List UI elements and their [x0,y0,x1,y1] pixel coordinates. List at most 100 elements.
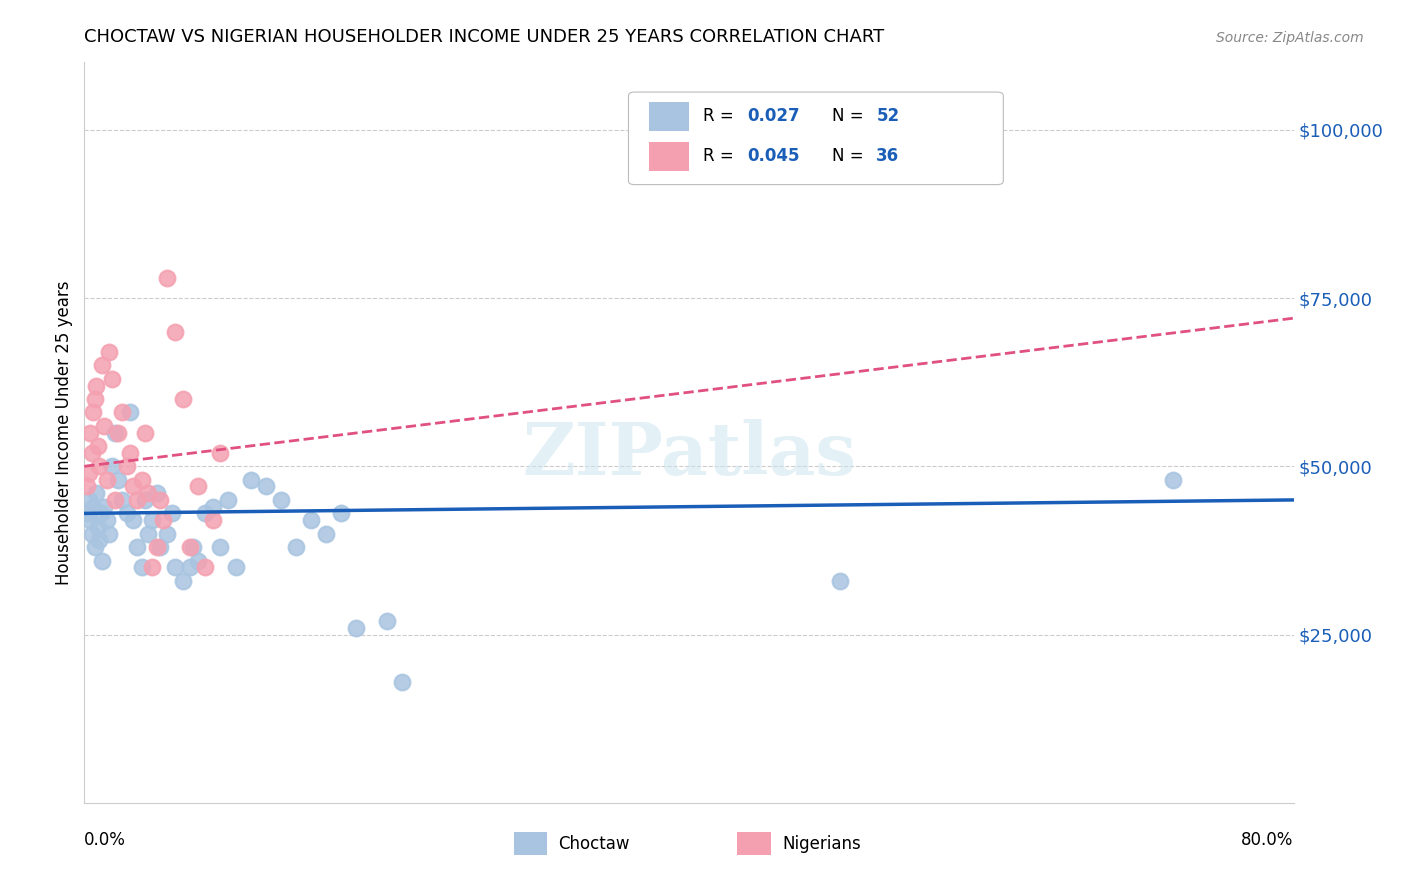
Point [76,507,98,521]
Point [165,325,187,339]
Point [90,507,112,521]
Point [84,392,107,406]
Point [209,446,232,460]
Point [141,513,163,527]
Point [179,560,201,574]
Point [201,500,224,514]
Point [89,459,111,474]
Point [104,425,127,440]
Point [172,392,194,406]
Point [152,513,174,527]
Text: 36: 36 [876,147,900,165]
Point [194,507,217,521]
Point [201,513,224,527]
Point [86,486,108,500]
Point [1161,473,1184,487]
Text: ZIPatlas: ZIPatlas [522,419,856,491]
Text: 0.027: 0.027 [747,108,800,126]
Point [100,372,122,386]
Point [375,614,398,628]
Point [127,492,149,507]
Point [100,459,122,474]
FancyBboxPatch shape [628,92,1004,185]
Text: N =: N = [831,108,869,126]
Text: Source: ZipAtlas.com: Source: ZipAtlas.com [1216,31,1364,45]
Point [165,560,187,574]
Point [127,540,149,554]
Point [239,473,262,487]
Point [107,473,129,487]
Point [79,425,101,440]
Point [141,560,163,574]
Point [91,553,114,567]
Point [254,479,277,493]
Text: 0.0%: 0.0% [84,831,127,849]
FancyBboxPatch shape [513,831,547,855]
Point [86,378,108,392]
Point [79,513,101,527]
Point [76,479,98,493]
Point [160,507,183,521]
Point [87,520,110,534]
FancyBboxPatch shape [650,143,689,170]
Point [217,492,239,507]
Text: Choctaw: Choctaw [558,835,630,853]
Point [149,540,172,554]
Point [830,574,852,588]
FancyBboxPatch shape [650,103,689,130]
Point [146,486,169,500]
Text: 80.0%: 80.0% [1241,831,1294,849]
Point [87,439,110,453]
Point [225,560,247,574]
Point [209,540,232,554]
Text: Nigerians: Nigerians [782,835,860,853]
Point [107,425,129,440]
Text: CHOCTAW VS NIGERIAN HOUSEHOLDER INCOME UNDER 25 YEARS CORRELATION CHART: CHOCTAW VS NIGERIAN HOUSEHOLDER INCOME U… [84,28,884,45]
Point [82,500,104,514]
Point [134,492,156,507]
Point [111,405,134,419]
Text: N =: N = [831,147,869,165]
Point [156,270,179,285]
Point [111,492,134,507]
Point [80,446,103,460]
Point [96,473,118,487]
Point [131,560,153,574]
Point [89,533,111,548]
Point [121,479,143,493]
Point [181,540,204,554]
Point [299,513,322,527]
Text: 0.045: 0.045 [747,147,800,165]
Point [187,479,209,493]
Text: R =: R = [703,108,740,126]
Point [118,446,141,460]
Point [91,359,114,373]
Point [391,674,413,689]
Point [330,507,353,521]
Point [270,492,292,507]
Point [315,526,337,541]
Point [93,418,115,433]
Point [115,459,138,474]
Point [118,405,141,419]
Point [285,540,308,554]
Point [194,560,217,574]
Point [149,492,172,507]
Point [134,425,156,440]
Point [131,473,153,487]
Text: 52: 52 [876,108,900,126]
Point [84,540,107,554]
Point [82,405,104,419]
Point [346,621,368,635]
Point [136,486,159,500]
Y-axis label: Householder Income Under 25 years: Householder Income Under 25 years [55,280,73,585]
Text: R =: R = [703,147,740,165]
Point [115,507,138,521]
Point [97,344,120,359]
Point [136,526,159,541]
Point [96,513,118,527]
Point [179,540,201,554]
Point [146,540,169,554]
Point [121,513,143,527]
Point [104,492,127,507]
